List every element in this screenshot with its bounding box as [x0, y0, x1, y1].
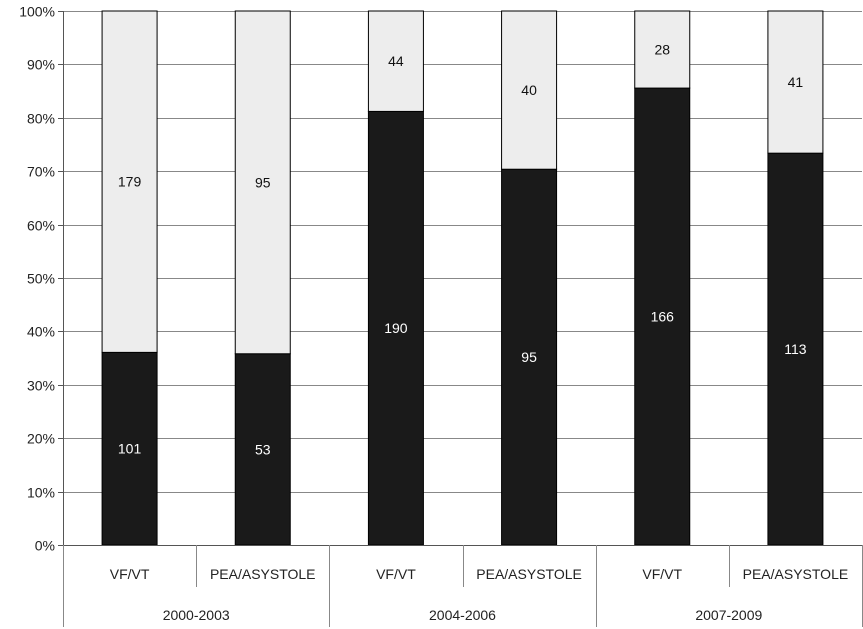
gridlines: [63, 11, 862, 546]
y-tick-label: 50%: [27, 271, 55, 287]
bar-segment: [101, 351, 158, 546]
data-label: 113: [784, 341, 807, 357]
data-label: 179: [118, 174, 142, 190]
y-tick-label: 70%: [27, 164, 55, 180]
labels: 0% 10% 20% 30% 40% 50% 60% 70% 80% 90% 100% 101 179 5…: [19, 4, 848, 624]
y-tick-label: 0%: [35, 538, 55, 554]
y-tick-label: 40%: [27, 324, 55, 340]
data-label: 41: [788, 74, 804, 90]
y-tick-label: 60%: [27, 218, 55, 234]
data-label: 95: [521, 349, 537, 365]
y-tick-label: 20%: [27, 431, 55, 447]
axes: [58, 11, 863, 627]
y-tick-label: 10%: [27, 485, 55, 501]
bar-segment: [634, 87, 691, 546]
x-category-label: PEA/ASYSTOLE: [210, 566, 316, 582]
y-tick-label: 90%: [27, 57, 55, 73]
bars: [101, 10, 824, 546]
y-tick-label: 100%: [19, 4, 55, 20]
bar-segment: [767, 10, 824, 154]
x-category-label: VF/VT: [642, 566, 682, 582]
bar-segment: [634, 10, 691, 89]
y-tick-label: 30%: [27, 378, 55, 394]
x-category-label: PEA/ASYSTOLE: [743, 566, 849, 582]
data-label: 44: [388, 53, 404, 69]
x-group-label: 2007-2009: [695, 607, 762, 623]
bar-segment: [501, 10, 558, 170]
data-label: 53: [255, 441, 271, 457]
data-label: 40: [521, 82, 537, 98]
bar-segment: [367, 10, 424, 112]
data-label: 101: [118, 441, 142, 457]
bar-segment: [234, 10, 291, 355]
x-group-label: 2004-2006: [429, 607, 496, 623]
y-tick-label: 80%: [27, 111, 55, 127]
x-category-label: VF/VT: [376, 566, 416, 582]
bar-segment: [234, 353, 291, 546]
data-label: 28: [654, 42, 670, 58]
bar-segment: [501, 168, 558, 546]
bar-segment: [767, 152, 824, 546]
data-label: 166: [651, 309, 675, 325]
x-category-label: PEA/ASYSTOLE: [476, 566, 582, 582]
x-group-label: 2000-2003: [163, 607, 230, 623]
bar-segment: [367, 110, 424, 546]
x-category-label: VF/VT: [110, 566, 150, 582]
data-label: 95: [255, 174, 271, 190]
bar-segment: [101, 10, 158, 353]
data-label: 190: [384, 320, 408, 336]
